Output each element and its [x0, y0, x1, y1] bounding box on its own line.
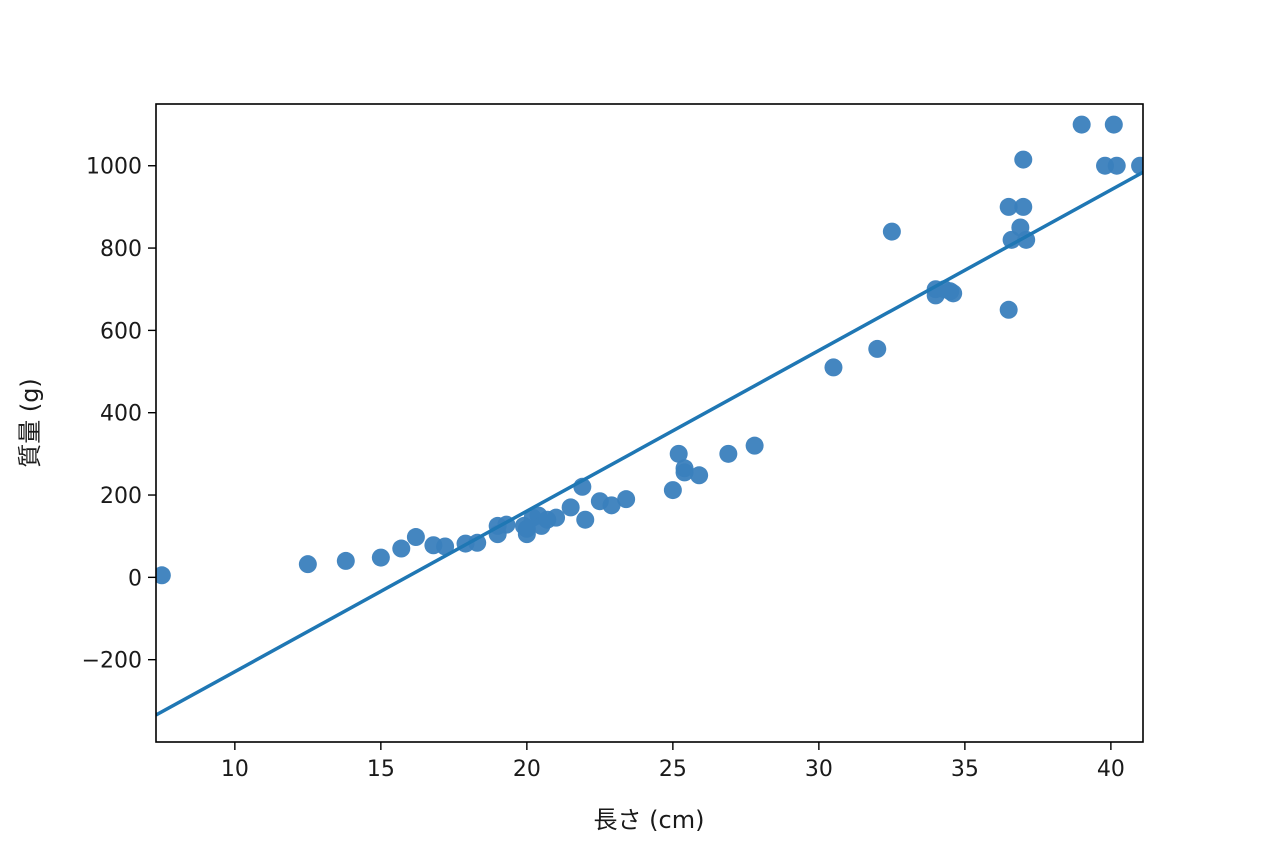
- data-point-26: [617, 490, 636, 509]
- y-tick-label: 400: [100, 402, 142, 427]
- y-tick-label: 200: [100, 484, 142, 509]
- data-point-27: [663, 481, 682, 500]
- y-tick-label: 1000: [86, 155, 142, 180]
- data-point-0: [156, 566, 171, 585]
- plot-frame: [155, 103, 1144, 743]
- data-point-5: [406, 528, 425, 547]
- data-point-46: [1014, 150, 1033, 169]
- data-point-1: [298, 555, 317, 574]
- data-point-34: [824, 358, 843, 377]
- y-tick-label: 600: [100, 319, 142, 344]
- x-tick-label: 10: [221, 757, 249, 782]
- data-point-47: [1014, 197, 1033, 216]
- data-point-7: [436, 537, 455, 556]
- x-tick-label: 15: [367, 757, 395, 782]
- data-point-2: [336, 551, 355, 570]
- x-axis: 10 15 20 25 30 35 40: [221, 742, 1125, 782]
- data-point-20: [547, 508, 566, 527]
- data-point-9: [468, 533, 487, 552]
- data-point-32: [719, 444, 738, 463]
- data-point-51: [1104, 115, 1123, 134]
- data-point-35: [868, 339, 887, 358]
- data-point-52: [1107, 156, 1126, 175]
- data-point-23: [576, 510, 595, 529]
- data-point-3: [371, 548, 390, 567]
- data-point-25: [602, 496, 621, 515]
- data-point-41: [944, 284, 963, 303]
- data-point-43: [999, 197, 1018, 216]
- x-tick-label: 20: [513, 757, 541, 782]
- data-point-31: [690, 466, 709, 485]
- data-point-42: [999, 300, 1018, 319]
- data-point-28: [669, 444, 688, 463]
- y-tick-label: −200: [82, 649, 142, 674]
- data-point-49: [1072, 115, 1091, 134]
- y-tick-label: 800: [100, 237, 142, 262]
- plot-area: [156, 115, 1143, 717]
- regression-line: [156, 170, 1143, 717]
- x-tick-label: 40: [1097, 757, 1125, 782]
- y-tick-label: 0: [128, 566, 142, 591]
- data-point-33: [745, 436, 764, 455]
- data-point-21: [561, 498, 580, 517]
- x-tick-label: 25: [659, 757, 687, 782]
- x-tick-label: 35: [951, 757, 979, 782]
- data-point-4: [392, 539, 411, 558]
- y-axis-label: 質量 (g): [16, 378, 44, 468]
- x-axis-label: 長さ (cm): [594, 806, 705, 834]
- data-point-30: [675, 463, 694, 482]
- x-tick-label: 30: [805, 757, 833, 782]
- y-axis: −200 0 200 400 600 800 1000: [82, 155, 156, 674]
- data-point-36: [882, 222, 901, 241]
- data-point-53: [1131, 156, 1143, 175]
